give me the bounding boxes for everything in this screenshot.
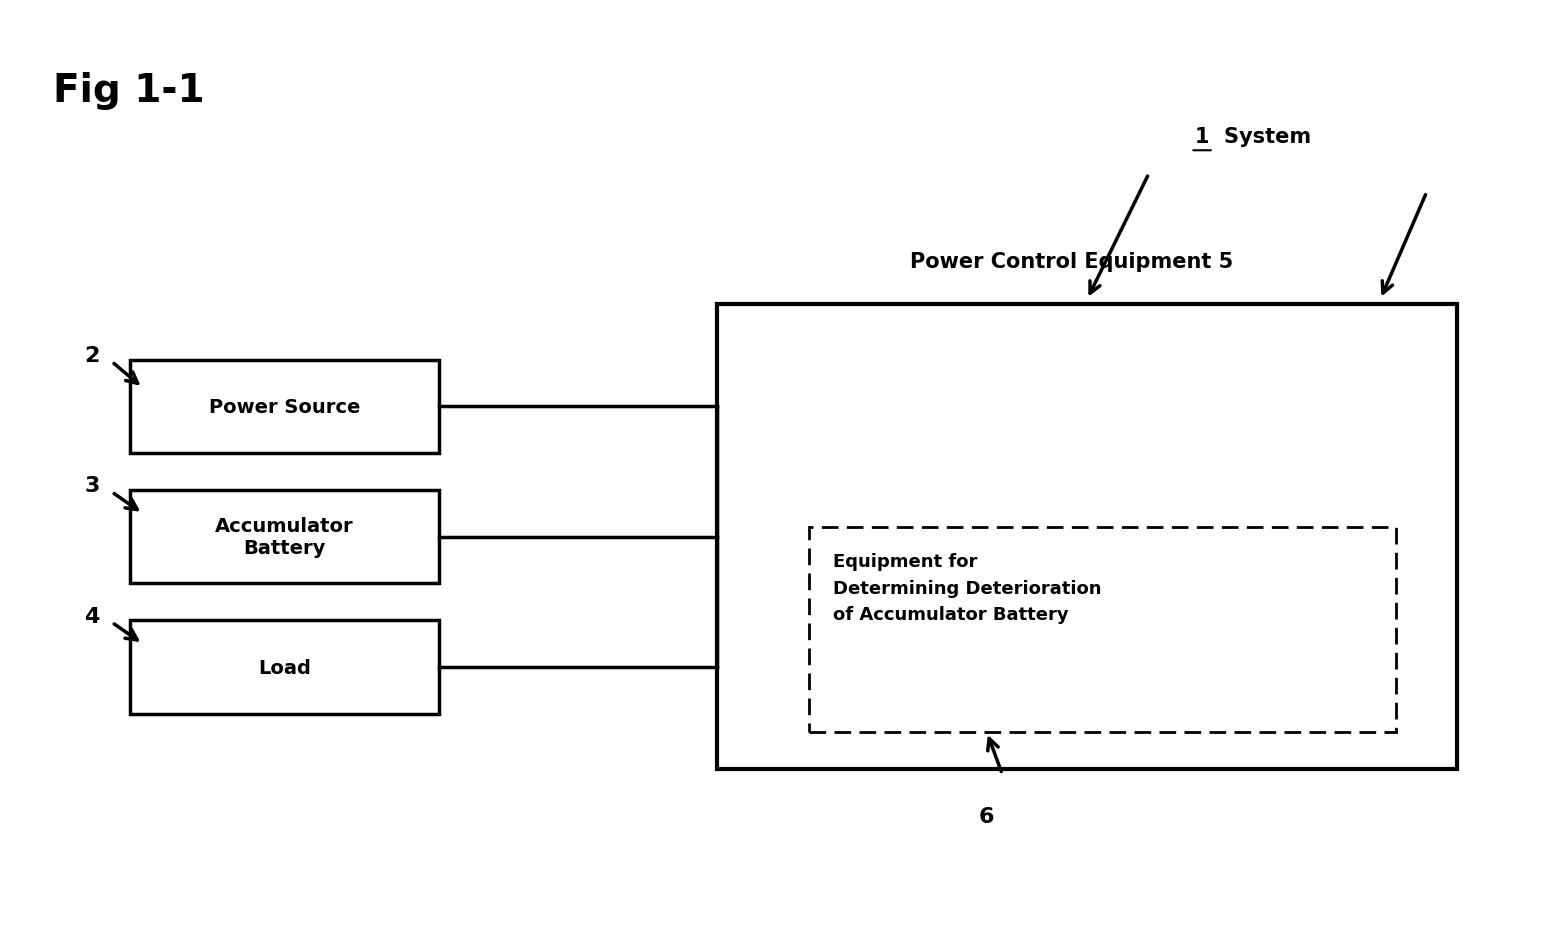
Text: Load: Load (258, 658, 311, 677)
FancyBboxPatch shape (716, 305, 1457, 769)
Text: 1  System: 1 System (1196, 126, 1311, 146)
Text: 6: 6 (979, 806, 995, 826)
Text: Power Control Equipment 5: Power Control Equipment 5 (909, 252, 1233, 272)
FancyBboxPatch shape (810, 528, 1395, 733)
FancyBboxPatch shape (131, 491, 439, 583)
Text: Fig 1-1: Fig 1-1 (53, 72, 206, 110)
FancyBboxPatch shape (131, 621, 439, 714)
Text: 2: 2 (84, 346, 100, 365)
FancyBboxPatch shape (131, 361, 439, 453)
Text: 4: 4 (84, 606, 100, 626)
Text: Power Source: Power Source (209, 397, 360, 416)
Text: Equipment for
Determining Deterioration
of Accumulator Battery: Equipment for Determining Deterioration … (833, 553, 1101, 624)
Text: Accumulator
Battery: Accumulator Battery (215, 516, 353, 558)
Text: 3: 3 (84, 476, 100, 496)
